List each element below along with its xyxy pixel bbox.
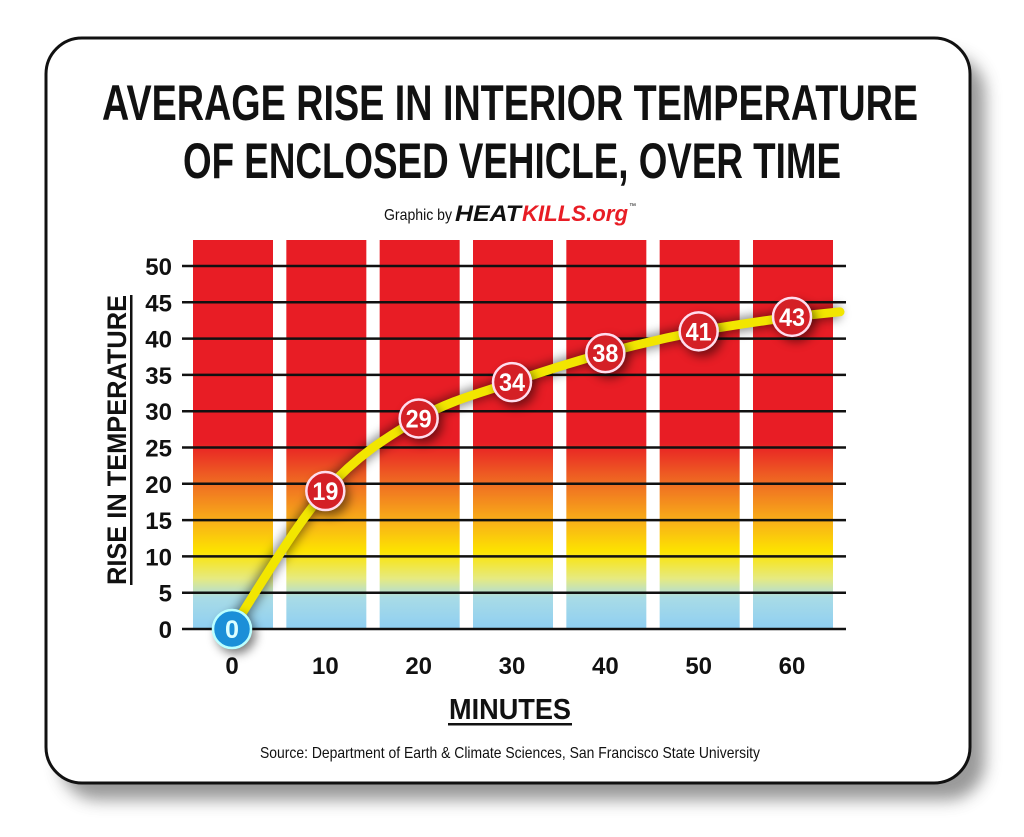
data-point: 41 [678, 311, 723, 357]
data-label: 43 [779, 304, 805, 332]
credit-prefix: Graphic by [384, 207, 452, 224]
y-axis-label-underline [130, 295, 133, 585]
y-axis-label: RISE IN TEMPERATURE [102, 295, 132, 585]
brand-tm: ™ [629, 203, 636, 210]
chart-title-line-1: AVERAGE RISE IN INTERIOR TEMPERATURE [102, 75, 918, 131]
x-tick-label: 10 [312, 653, 339, 680]
x-axis-label-underline [448, 723, 572, 726]
marker [491, 361, 533, 403]
bar-column [659, 240, 740, 629]
x-axis-label: MINUTES [449, 694, 571, 726]
marker [678, 311, 719, 352]
x-tick-label: 20 [405, 653, 432, 680]
y-axis-label-group: RISE IN TEMPERATURE [102, 295, 133, 585]
data-label: 38 [592, 340, 618, 368]
bar-column [286, 240, 367, 629]
marker [771, 296, 813, 338]
x-tick-label: 60 [779, 653, 806, 680]
y-tick-label: 0 [159, 617, 172, 644]
y-tick-label: 45 [145, 290, 172, 317]
bar-column [566, 240, 647, 629]
y-tick-label: 40 [145, 327, 172, 354]
x-tick-label: 50 [685, 653, 712, 680]
marker [305, 470, 346, 512]
y-tick-label: 50 [145, 254, 172, 281]
data-label: 34 [499, 369, 525, 397]
bar-column [473, 240, 553, 629]
source-note: Source: Department of Earth & Climate Sc… [260, 745, 760, 762]
y-tick-label: 10 [145, 544, 172, 571]
y-tick-label: 30 [145, 399, 172, 426]
y-tick-label: 15 [145, 508, 172, 535]
data-point: 29 [398, 398, 443, 444]
y-tick-label: 35 [145, 363, 172, 390]
data-label: 29 [406, 405, 432, 433]
chart-title-line-2: OF ENCLOSED VEHICLE, OVER TIME [183, 133, 841, 189]
y-tick-label: 5 [159, 581, 172, 608]
data-point: 19 [305, 470, 350, 517]
credit: Graphic by HEAT KILLS.org ™ [384, 201, 636, 226]
data-point: 43 [771, 296, 816, 342]
data-label: 41 [686, 318, 712, 346]
brand-heat: HEAT [455, 201, 523, 226]
bar-column [193, 240, 273, 629]
data-point: 38 [585, 332, 630, 379]
data-point: 34 [491, 361, 536, 408]
data-label: 19 [312, 478, 338, 506]
y-tick-label: 20 [145, 472, 172, 499]
brand-kills: KILLS.org [522, 201, 629, 226]
marker [398, 398, 439, 439]
y-tick-label: 25 [145, 436, 172, 463]
x-tick-label: 40 [592, 653, 619, 680]
x-tick-label: 30 [499, 653, 526, 680]
data-point: 0 [211, 608, 256, 654]
x-tick-label: 0 [225, 653, 238, 680]
data-label: 0 [225, 616, 239, 644]
marker [585, 332, 626, 374]
marker [211, 608, 253, 650]
